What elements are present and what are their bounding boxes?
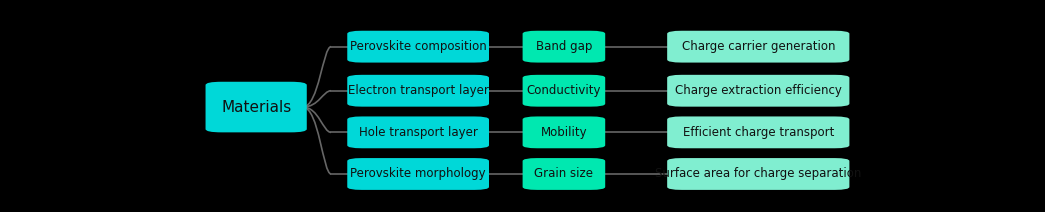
Text: Mobility: Mobility — [540, 126, 587, 139]
FancyBboxPatch shape — [667, 75, 850, 107]
FancyBboxPatch shape — [206, 82, 307, 132]
FancyBboxPatch shape — [522, 158, 605, 190]
Text: Materials: Materials — [222, 100, 292, 114]
Text: Perovskite morphology: Perovskite morphology — [350, 167, 486, 180]
Text: Efficient charge transport: Efficient charge transport — [682, 126, 834, 139]
FancyBboxPatch shape — [667, 158, 850, 190]
Text: Grain size: Grain size — [534, 167, 594, 180]
FancyBboxPatch shape — [522, 116, 605, 148]
Text: Band gap: Band gap — [536, 40, 593, 53]
Text: Surface area for charge separation: Surface area for charge separation — [655, 167, 861, 180]
FancyBboxPatch shape — [347, 116, 489, 148]
Text: Electron transport layer: Electron transport layer — [348, 84, 489, 97]
Text: Conductivity: Conductivity — [527, 84, 601, 97]
FancyBboxPatch shape — [347, 75, 489, 107]
FancyBboxPatch shape — [347, 158, 489, 190]
FancyBboxPatch shape — [347, 31, 489, 63]
FancyBboxPatch shape — [522, 31, 605, 63]
FancyBboxPatch shape — [522, 75, 605, 107]
FancyBboxPatch shape — [667, 116, 850, 148]
Text: Charge carrier generation: Charge carrier generation — [681, 40, 835, 53]
Text: Charge extraction efficiency: Charge extraction efficiency — [675, 84, 841, 97]
Text: Perovskite composition: Perovskite composition — [350, 40, 487, 53]
Text: Hole transport layer: Hole transport layer — [358, 126, 478, 139]
FancyBboxPatch shape — [667, 31, 850, 63]
